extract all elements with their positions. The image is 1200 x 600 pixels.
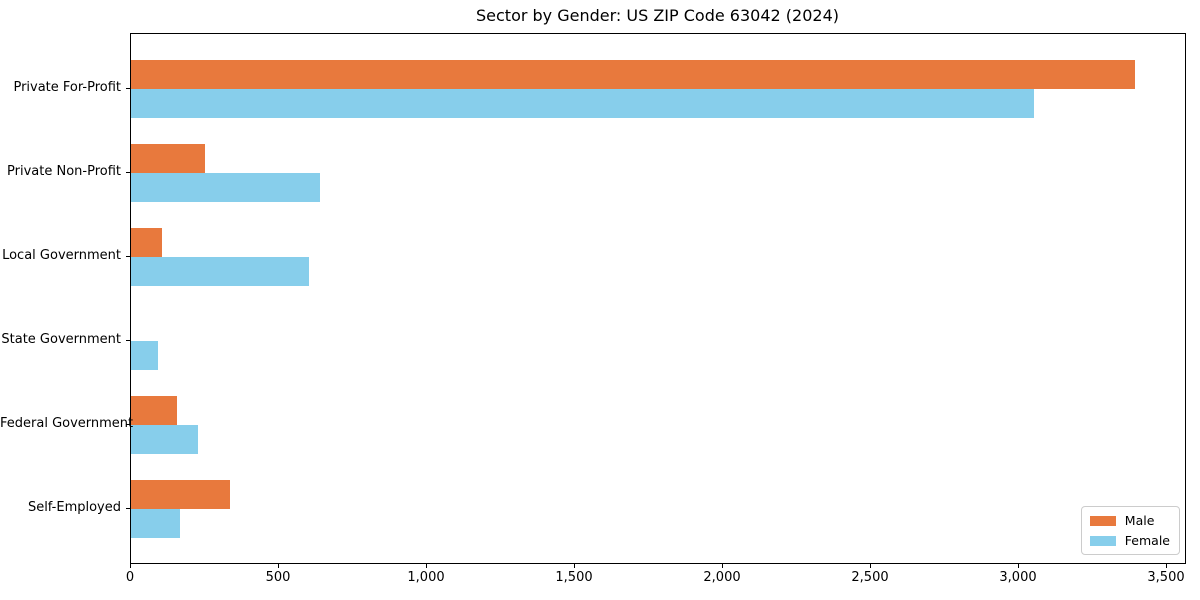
bar-male-self-employed [131,480,230,509]
x-tick-label-3000: 3,000 [999,570,1037,585]
x-tick-mark [278,563,279,568]
bar-female-private-for-profit [131,89,1034,118]
y-tick-mark [126,508,131,509]
y-tick-mark [126,172,131,173]
y-tick-label-federal-government: Federal Government [0,416,134,431]
y-tick-label-self-employed: Self-Employed [27,500,121,515]
x-tick-mark [130,563,131,568]
legend-label-female: Female [1124,533,1170,548]
bar-female-self-employed [131,509,180,538]
x-tick-label-2500: 2,500 [851,570,889,585]
y-tick-label-private-non-profit: Private Non-Profit [7,164,121,179]
legend-swatch-female [1089,535,1116,546]
y-tick-mark [126,424,131,425]
x-tick-mark [722,563,723,568]
legend: Male Female [1080,506,1180,555]
y-tick-label-local-government: Local Government [2,248,121,263]
x-tick-mark [574,563,575,568]
bar-male-federal-government [131,396,177,425]
legend-label-male: Male [1124,513,1155,528]
x-tick-label-0: 0 [125,570,135,585]
bar-male-local-government [131,228,162,257]
y-tick-mark [126,340,131,341]
x-tick-label-2000: 2,000 [703,570,741,585]
bar-female-private-non-profit [131,173,320,202]
x-tick-mark [1018,563,1019,568]
plot-area: Male Female [130,33,1186,564]
y-tick-mark [126,88,131,89]
x-tick-mark [870,563,871,568]
bar-female-federal-government [131,425,198,454]
y-tick-label-private-for-profit: Private For-Profit [13,80,121,95]
x-tick-mark [426,563,427,568]
x-tick-label-1000: 1,000 [407,570,445,585]
bar-female-local-government [131,257,309,286]
legend-item-female: Female [1089,533,1170,548]
y-tick-label-state-government: State Government [1,332,121,347]
legend-swatch-male [1089,515,1116,526]
chart-title: Sector by Gender: US ZIP Code 63042 (202… [476,6,839,25]
legend-item-male: Male [1089,513,1170,528]
bar-male-private-for-profit [131,60,1135,89]
bar-female-state-government [131,341,158,370]
bar-male-private-non-profit [131,144,205,173]
x-tick-label-500: 500 [265,570,291,585]
y-tick-mark [126,256,131,257]
x-tick-mark [1166,563,1167,568]
x-tick-label-3500: 3,500 [1147,570,1185,585]
x-tick-label-1500: 1,500 [555,570,593,585]
